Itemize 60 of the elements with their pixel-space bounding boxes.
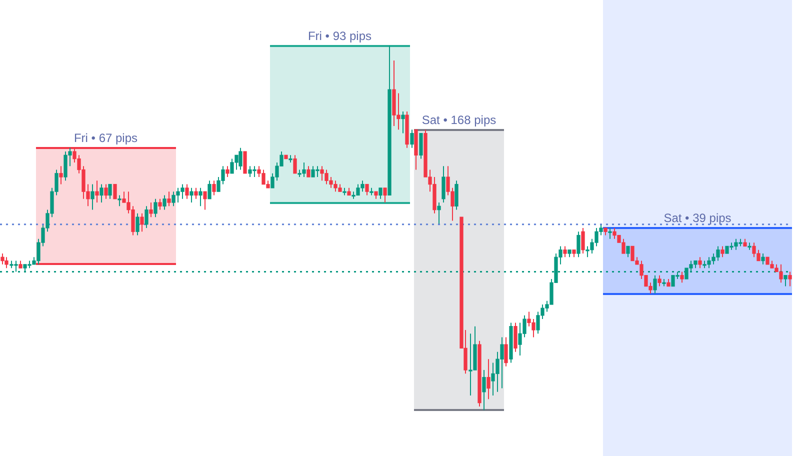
candlestick <box>140 212 144 232</box>
candlestick <box>154 198 158 218</box>
candlestick <box>442 166 446 204</box>
candlestick <box>514 322 518 352</box>
candlestick <box>658 274 662 287</box>
candlestick <box>378 187 382 200</box>
candlestick <box>203 191 207 210</box>
candlestick <box>208 180 212 200</box>
candlestick <box>784 274 788 287</box>
candlestick <box>680 271 684 284</box>
candlestick <box>194 187 198 200</box>
candlestick <box>243 151 247 174</box>
candlestick <box>576 231 580 258</box>
candlestick <box>190 187 194 204</box>
candlestick <box>698 256 702 269</box>
candlestick <box>437 202 441 225</box>
candlestick <box>293 154 297 174</box>
candlestick <box>95 180 99 204</box>
candlestick <box>158 198 162 210</box>
candlestick <box>4 256 8 269</box>
candlestick <box>226 166 230 178</box>
candlestick <box>365 184 369 196</box>
candlestick <box>198 187 202 207</box>
annotation: Sat • 168 pips <box>420 112 498 127</box>
candlestick <box>401 110 405 134</box>
candlestick <box>144 206 148 228</box>
candlestick <box>761 252 765 265</box>
candlestick <box>581 228 585 254</box>
candlestick <box>167 191 171 207</box>
candlestick <box>504 336 508 367</box>
candlestick <box>608 228 612 240</box>
candlestick <box>306 166 310 178</box>
candlestick <box>720 246 724 258</box>
candlestick <box>383 187 387 204</box>
candlestick <box>149 202 153 218</box>
candlestick <box>238 147 242 170</box>
candlestick <box>108 184 112 200</box>
annotation: Sat • 39 pips <box>662 211 732 225</box>
candlestick <box>100 184 104 204</box>
candlestick <box>563 246 567 258</box>
candlestick <box>626 246 630 258</box>
candlestick <box>118 194 122 207</box>
candlestick <box>653 274 657 294</box>
candlestick <box>104 184 108 200</box>
candlestick <box>482 370 486 411</box>
candlestick <box>419 132 423 160</box>
candlestick <box>486 358 490 400</box>
text: Fri • 93 pips <box>306 28 373 43</box>
candlestick <box>90 184 94 210</box>
candlestick <box>136 212 140 236</box>
candlestick <box>454 180 458 210</box>
candlestick <box>185 184 189 200</box>
annotation: Fri • 67 pips <box>72 130 139 145</box>
candlestick <box>410 129 414 148</box>
candlestick <box>113 184 117 200</box>
candlestick <box>212 180 216 196</box>
candlestick <box>162 194 166 210</box>
candlestick <box>59 166 63 185</box>
candlestick <box>0 252 4 265</box>
candlestick <box>788 271 792 287</box>
